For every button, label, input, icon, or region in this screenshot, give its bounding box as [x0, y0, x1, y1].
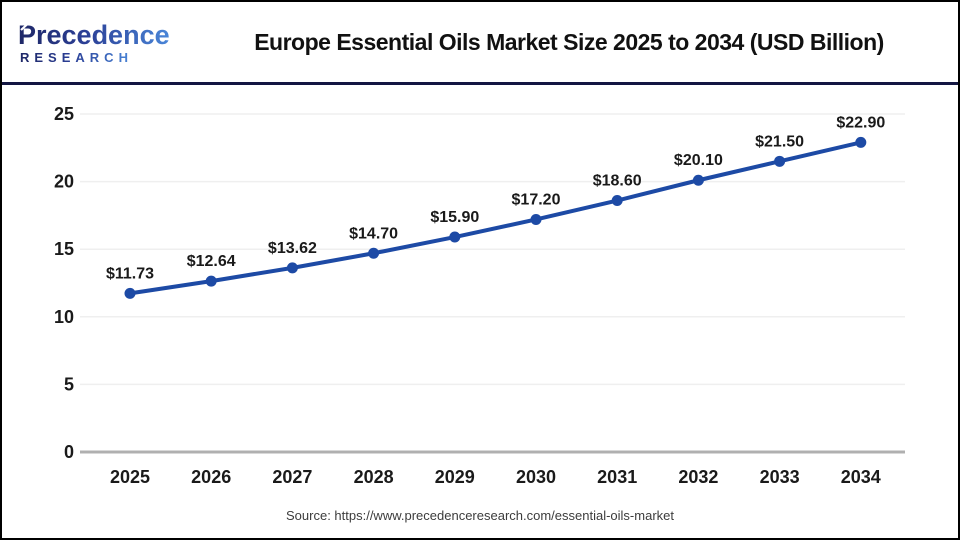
logo-sub-text: RESEARCH [20, 50, 133, 65]
data-point-label: $12.64 [187, 253, 236, 270]
data-point-label: $15.90 [430, 209, 479, 226]
data-point [692, 174, 704, 186]
y-tick-label: 5 [64, 374, 74, 394]
y-tick-label: 10 [54, 307, 74, 327]
chart-title: Europe Essential Oils Market Size 2025 t… [254, 28, 884, 55]
data-point-label: $14.70 [349, 225, 398, 242]
y-tick-label: 15 [54, 239, 74, 259]
y-tick-label: 25 [54, 104, 74, 124]
data-point [530, 213, 542, 225]
logo-graphic: Precedence RESEARCH [18, 17, 170, 65]
x-tick-label: 2026 [191, 467, 231, 487]
data-point [774, 155, 786, 167]
data-point [368, 247, 380, 259]
data-point [124, 287, 136, 299]
data-point-label: $18.60 [593, 173, 642, 190]
data-line [128, 140, 863, 296]
leaf-icon [20, 17, 34, 31]
data-point-label: $20.10 [674, 152, 723, 169]
data-point [855, 136, 867, 148]
x-tick-label: 2029 [435, 467, 475, 487]
data-point [286, 262, 298, 274]
data-point-label: $17.20 [512, 191, 561, 208]
data-point-label: $22.90 [836, 114, 885, 131]
footer: Source: https://www.precedenceresearch.c… [2, 507, 958, 525]
data-point [449, 231, 461, 243]
x-tick-label: 2033 [760, 467, 800, 487]
precedence-research-logo: Precedence RESEARCH [18, 14, 170, 73]
x-tick-label: 2027 [272, 467, 312, 487]
source-text: Source: https://www.precedenceresearch.c… [286, 508, 674, 523]
y-tick-label: 20 [54, 172, 74, 192]
x-tick-label: 2034 [841, 467, 881, 487]
x-tick-label: 2028 [354, 467, 394, 487]
x-tick-label: 2030 [516, 467, 556, 487]
data-point-label: $13.62 [268, 240, 317, 257]
x-tick-label: 2025 [110, 467, 150, 487]
header: Precedence RESEARCH Europe Essential Oil… [2, 2, 958, 82]
x-tick-label: 2031 [597, 467, 637, 487]
header-divider [2, 82, 958, 85]
data-point [205, 275, 217, 287]
data-point-label: $11.73 [106, 265, 154, 282]
logo-name-text: Precedence [18, 20, 170, 50]
y-tick-label: 0 [64, 442, 74, 462]
data-point-label: $21.50 [755, 133, 804, 150]
data-point [611, 195, 623, 207]
x-tick-label: 2032 [678, 467, 718, 487]
